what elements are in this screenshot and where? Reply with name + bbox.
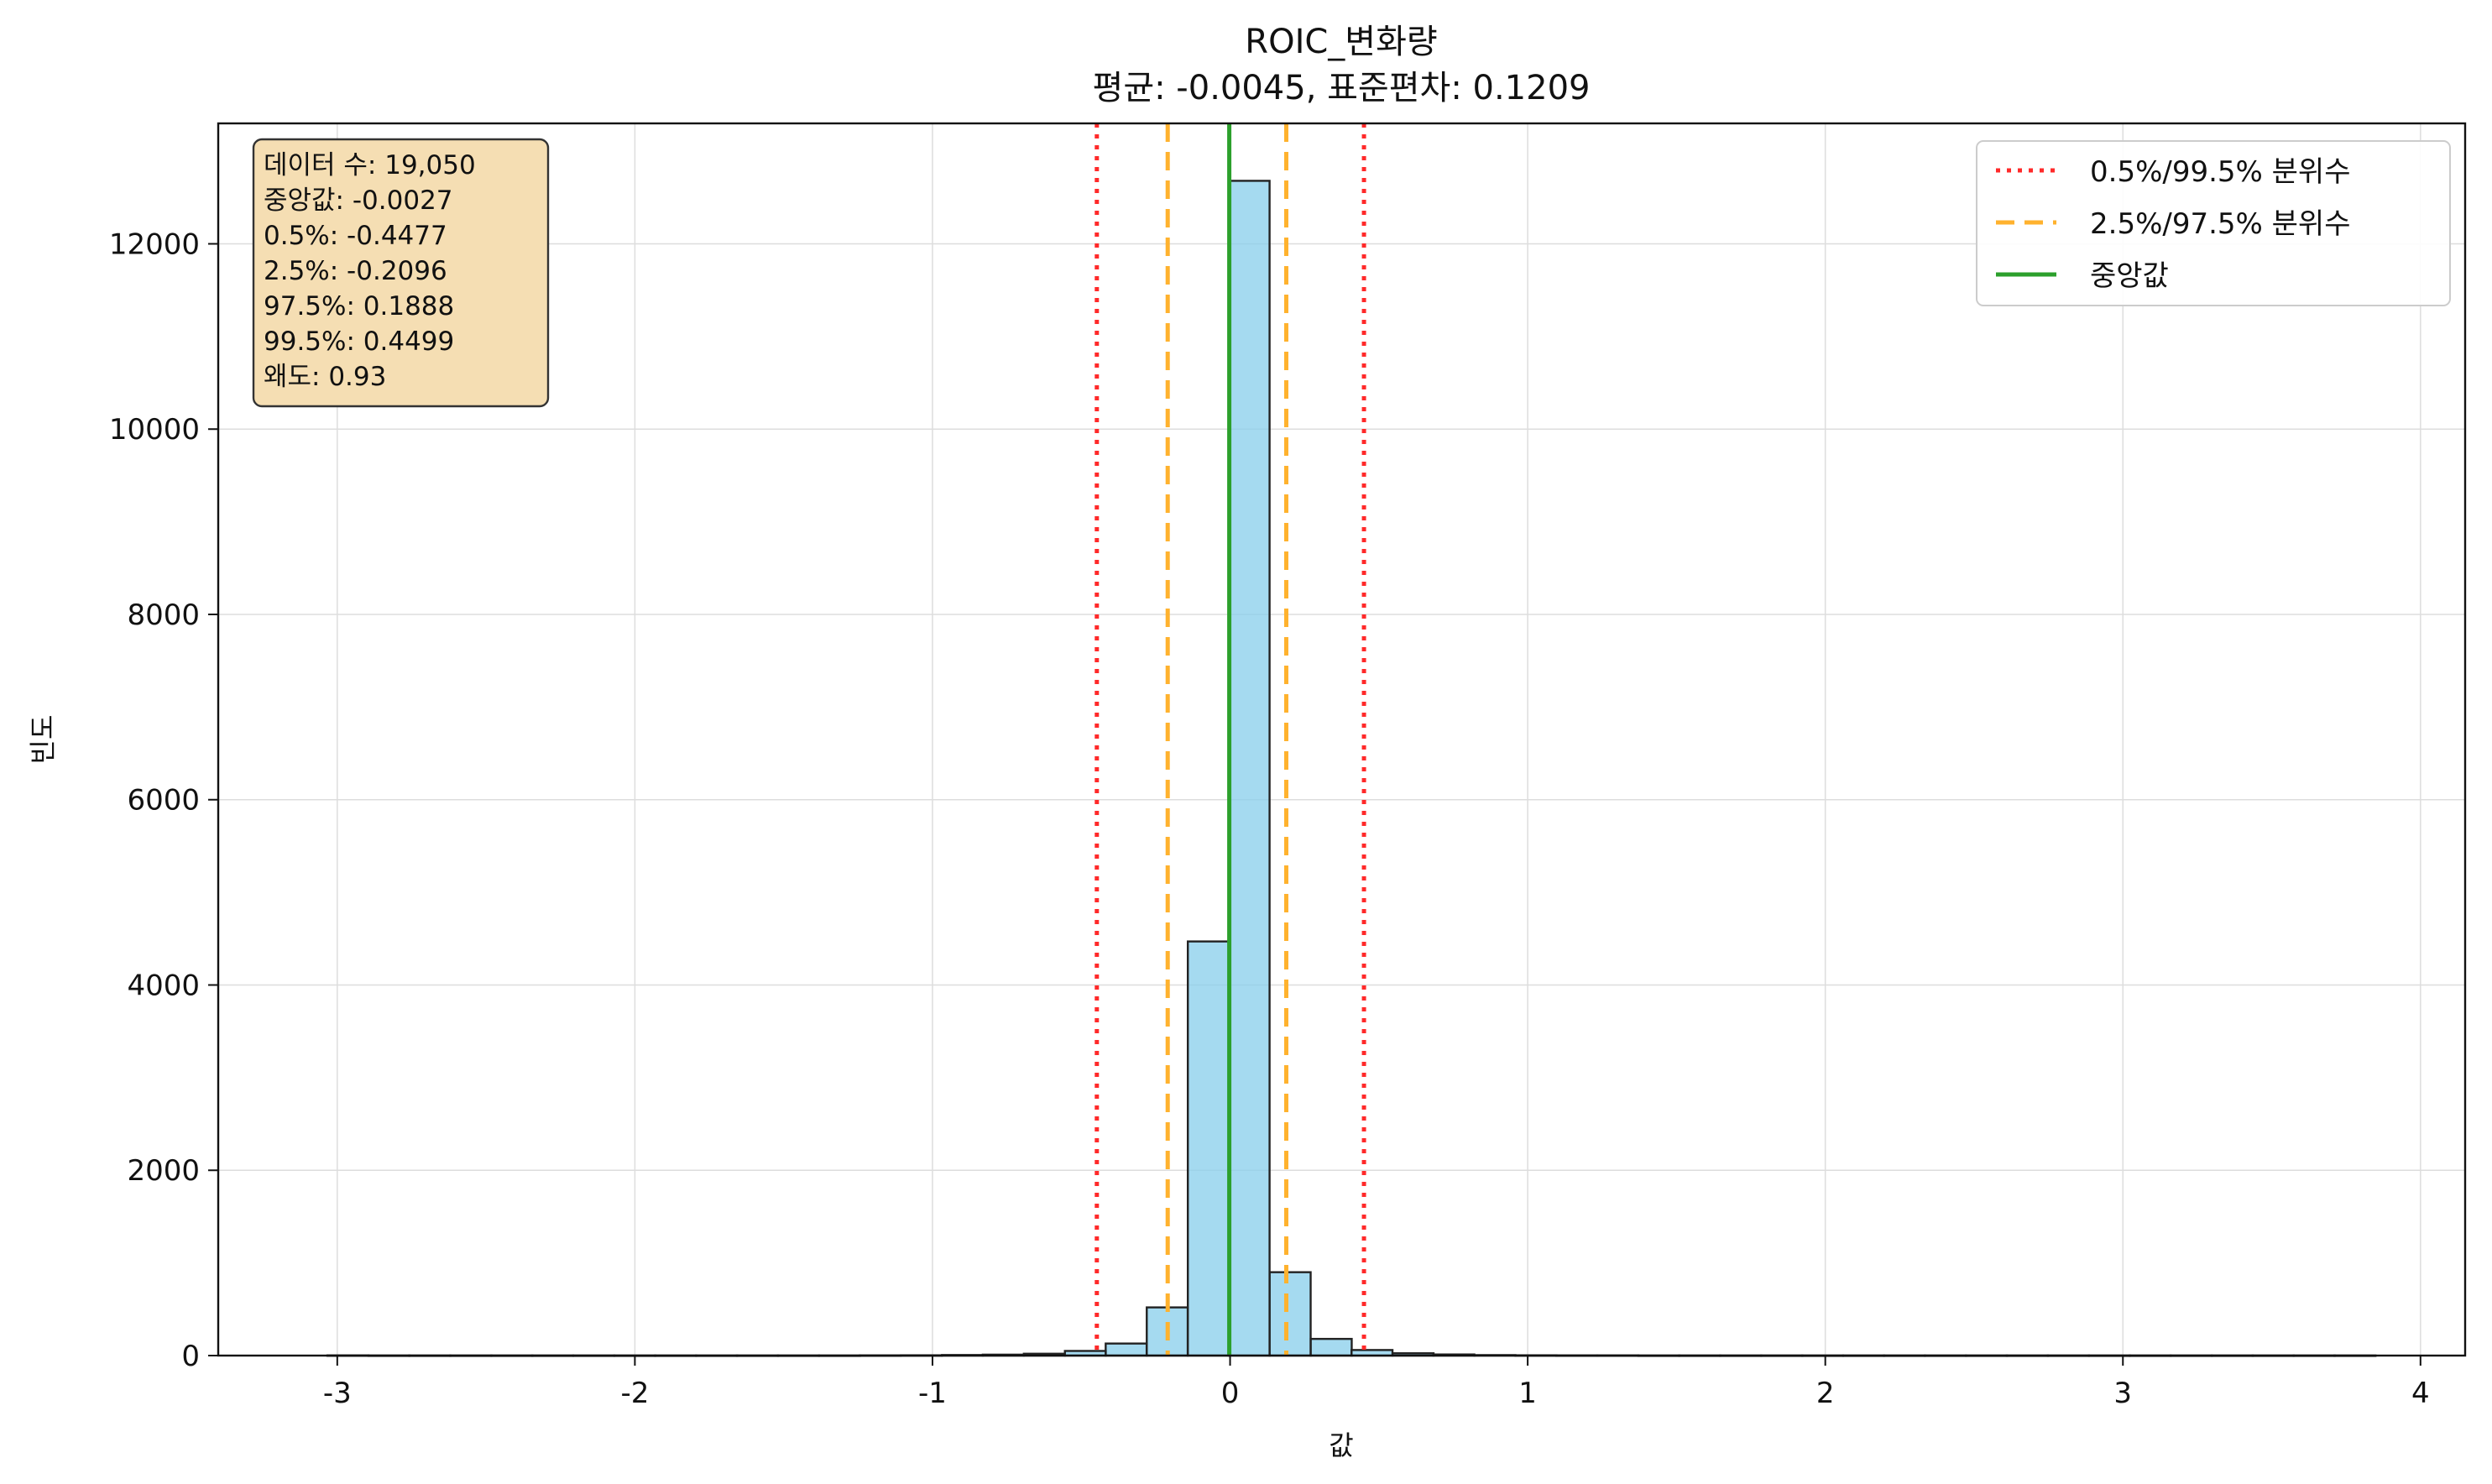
y-tick-label: 4000 bbox=[127, 969, 200, 1002]
x-tick-label: 1 bbox=[1518, 1377, 1537, 1410]
y-tick-label: 10000 bbox=[109, 413, 200, 447]
stats-line-skewness: 왜도: 0.93 bbox=[264, 362, 386, 392]
x-tick-label: -1 bbox=[918, 1377, 947, 1410]
x-tick-label: 4 bbox=[2411, 1377, 2430, 1410]
stats-line-p97-5: 97.5%: 0.1888 bbox=[264, 291, 454, 321]
plot-frame bbox=[217, 122, 2467, 1357]
stats-line-p0-5: 0.5%: -0.4477 bbox=[264, 221, 447, 251]
x-tick-label: -3 bbox=[323, 1377, 352, 1410]
legend-label-2-5-97-5-quantile: 2.5%/97.5% 분위수 bbox=[2090, 207, 2351, 241]
y-tick-label: 0 bbox=[181, 1340, 200, 1373]
y-tick-label: 6000 bbox=[127, 784, 200, 818]
histogram-bar bbox=[1268, 1271, 1312, 1357]
x-tick-label: -2 bbox=[620, 1377, 649, 1410]
x-axis-label: 값 bbox=[1329, 1429, 1353, 1461]
stats-line-p99-5: 99.5%: 0.4499 bbox=[264, 327, 454, 357]
chart-title: ROIC_변화량 bbox=[1245, 23, 1437, 61]
stats-line-median: 중앙값: -0.0027 bbox=[264, 186, 453, 216]
stats-line-p2-5: 2.5%: -0.2096 bbox=[264, 256, 447, 286]
chart-subtitle: 평균: -0.0045, 표준편차: 0.1209 bbox=[1093, 69, 1591, 107]
grid-lines bbox=[218, 123, 2465, 1356]
x-tick-label: 3 bbox=[2113, 1377, 2132, 1410]
x-tick-label: 2 bbox=[1816, 1377, 1835, 1410]
stats-box: 데이터 수: 19,050 중앙값: -0.0027 0.5%: -0.4477… bbox=[252, 138, 550, 408]
x-axis-ticks: -3 -2 -1 0 1 2 3 4 bbox=[323, 1356, 2430, 1410]
histogram-bar bbox=[1309, 1337, 1353, 1357]
legend: 0.5%/99.5% 분위수 2.5%/97.5% 분위수 중앙값 bbox=[1976, 140, 2451, 306]
y-tick-label: 8000 bbox=[127, 598, 200, 632]
x-tick-label: 0 bbox=[1221, 1377, 1240, 1410]
histogram-bar bbox=[1105, 1342, 1148, 1357]
legend-frame bbox=[1976, 140, 2451, 306]
stats-box-background bbox=[252, 138, 550, 408]
stats-line-count: 데이터 수: 19,050 bbox=[264, 150, 476, 180]
legend-label-median: 중앙값 bbox=[2090, 259, 2169, 293]
reference-lines bbox=[1094, 123, 1366, 1356]
y-tick-label: 12000 bbox=[109, 227, 200, 261]
legend-label-0-5-99-5-quantile: 0.5%/99.5% 분위수 bbox=[2090, 155, 2351, 189]
y-axis-ticks: 0 2000 4000 6000 8000 10000 12000 bbox=[109, 227, 218, 1373]
histogram-bar bbox=[1186, 940, 1230, 1357]
y-tick-label: 2000 bbox=[127, 1154, 200, 1188]
histogram-bar bbox=[1227, 180, 1271, 1357]
y-axis-label: 빈도 bbox=[27, 715, 59, 765]
